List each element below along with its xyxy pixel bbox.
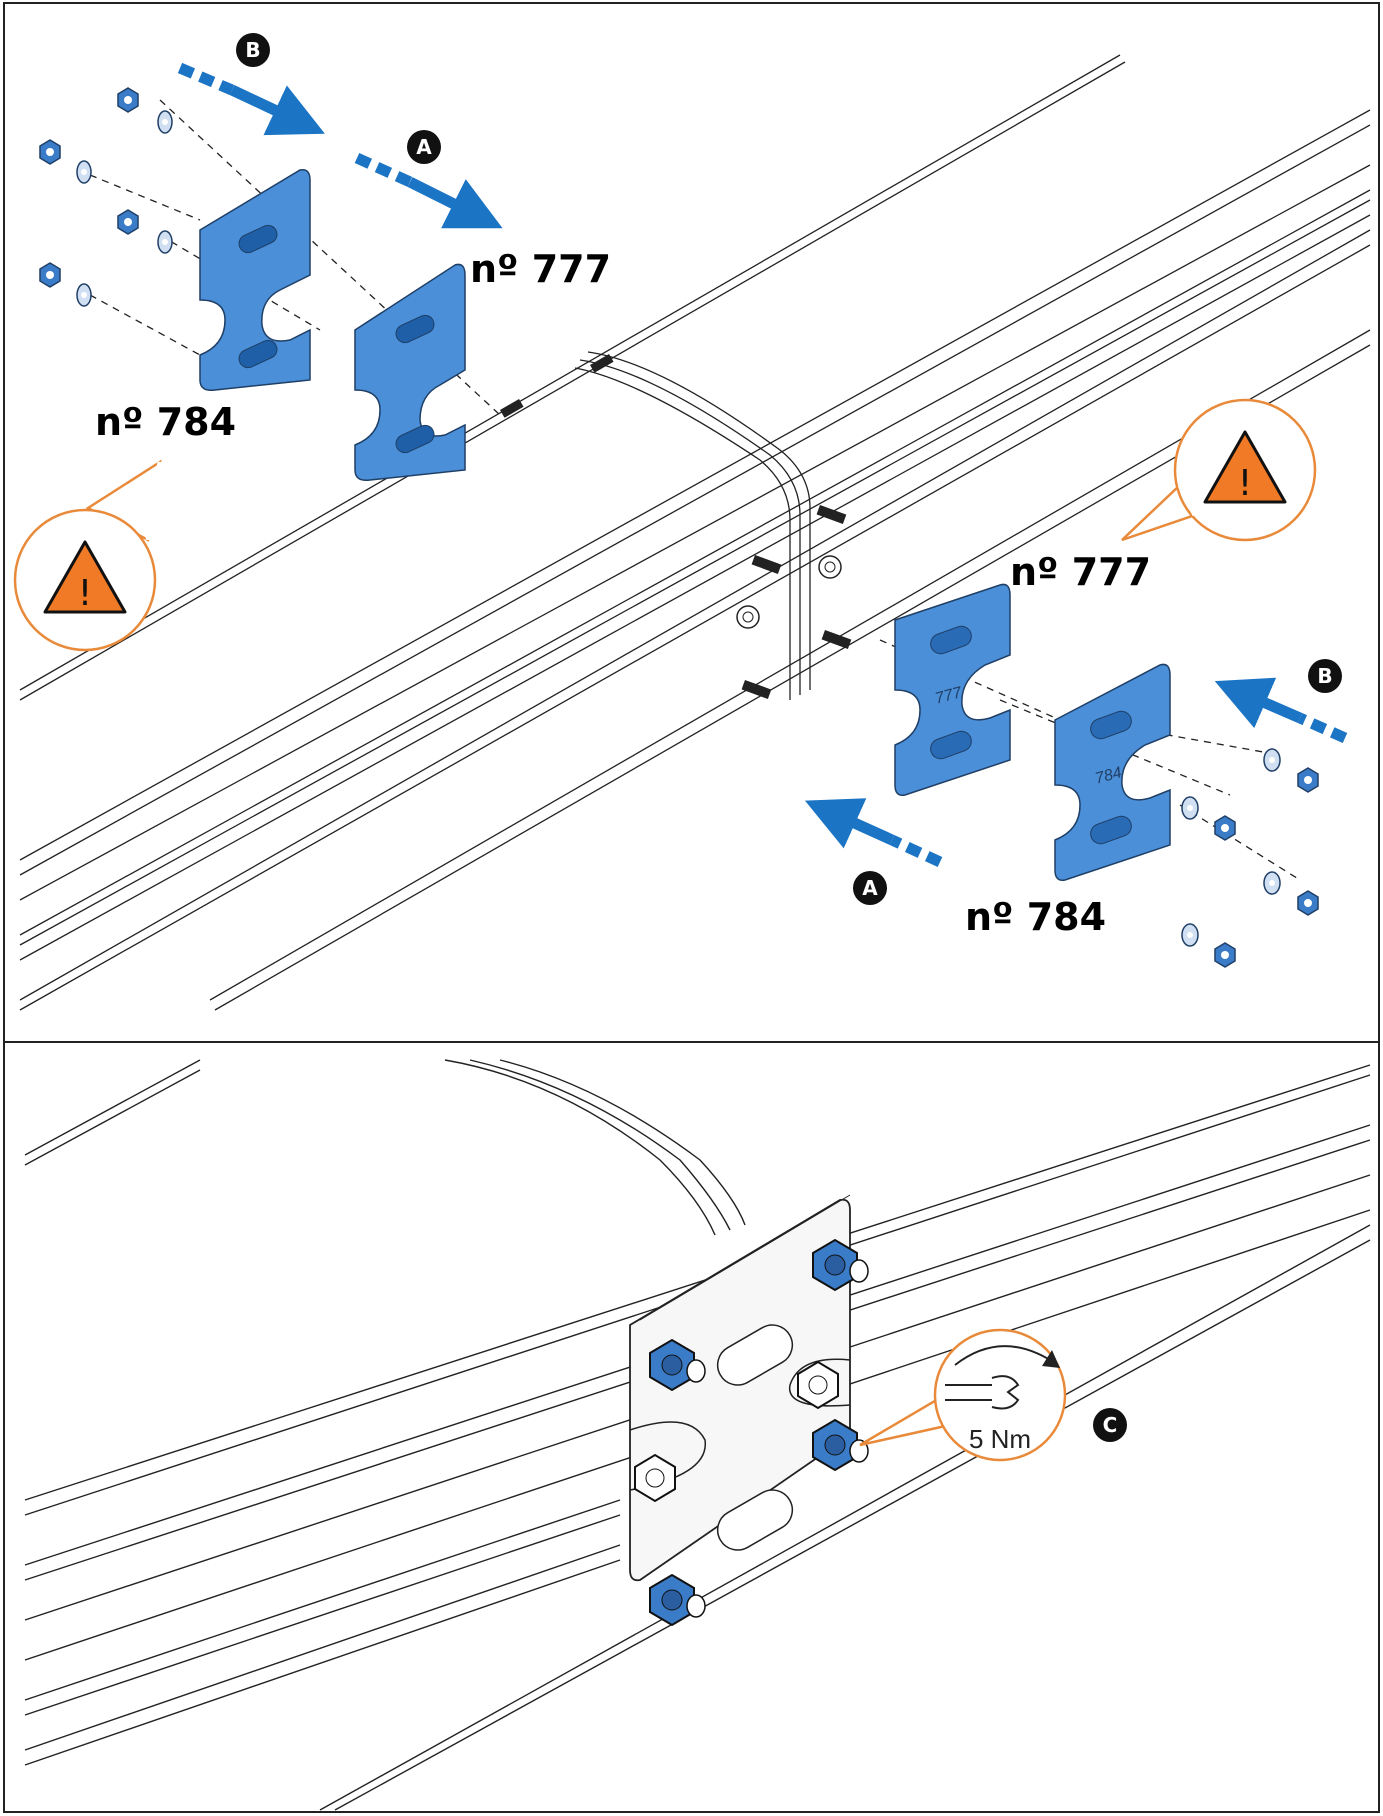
top-rail <box>19 54 1371 1011</box>
svg-text:B: B <box>245 38 260 62</box>
step-badge-a-right: A <box>853 871 887 905</box>
plate-777-mark: 777 <box>933 684 964 708</box>
plate-784-mark: 784 <box>1093 764 1123 787</box>
part-label-777-top: nº 777 <box>470 247 611 291</box>
right-fasteners <box>1181 748 1319 968</box>
direction-arrows <box>177 62 1348 867</box>
svg-text:!: ! <box>78 573 92 614</box>
step-badge-c: C <box>1093 1408 1127 1442</box>
part-label-784-right: nº 784 <box>965 895 1106 939</box>
warning-callout-left: ! <box>13 459 163 652</box>
bottom-panel-frame <box>3 1041 1380 1813</box>
plate-784-right: 784 <box>1054 663 1171 882</box>
plate-777-top <box>354 263 466 482</box>
assembled-plate <box>629 1194 851 1582</box>
step-badge-a-top: A <box>407 130 441 164</box>
warning-triangle-icon: ! <box>1203 430 1287 504</box>
warning-callout-right: ! <box>1121 398 1317 542</box>
top-left-fasteners <box>39 87 173 307</box>
plate-784-top <box>199 168 311 392</box>
step-badge-b-top: B <box>236 33 270 67</box>
bottom-nuts <box>634 1238 869 1627</box>
part-label-777-right: nº 777 <box>1010 550 1151 594</box>
wrench-icon <box>945 1375 1020 1410</box>
torque-callout: 5 Nm <box>859 1328 1067 1462</box>
svg-text:A: A <box>862 876 878 900</box>
part-label-784-top: nº 784 <box>95 400 236 444</box>
rail-joint-band <box>574 351 811 700</box>
svg-text:B: B <box>1317 664 1332 688</box>
clockwise-arrow-icon <box>954 1345 1060 1368</box>
step-badge-b-right: B <box>1308 659 1342 693</box>
svg-text:!: ! <box>1238 463 1252 504</box>
svg-text:C: C <box>1103 1413 1118 1437</box>
torque-value: 5 Nm <box>969 1424 1031 1454</box>
svg-text:A: A <box>416 135 432 159</box>
warning-triangle-icon: ! <box>43 540 127 614</box>
plate-777-right: 777 <box>894 583 1011 797</box>
top-studs <box>500 354 852 699</box>
